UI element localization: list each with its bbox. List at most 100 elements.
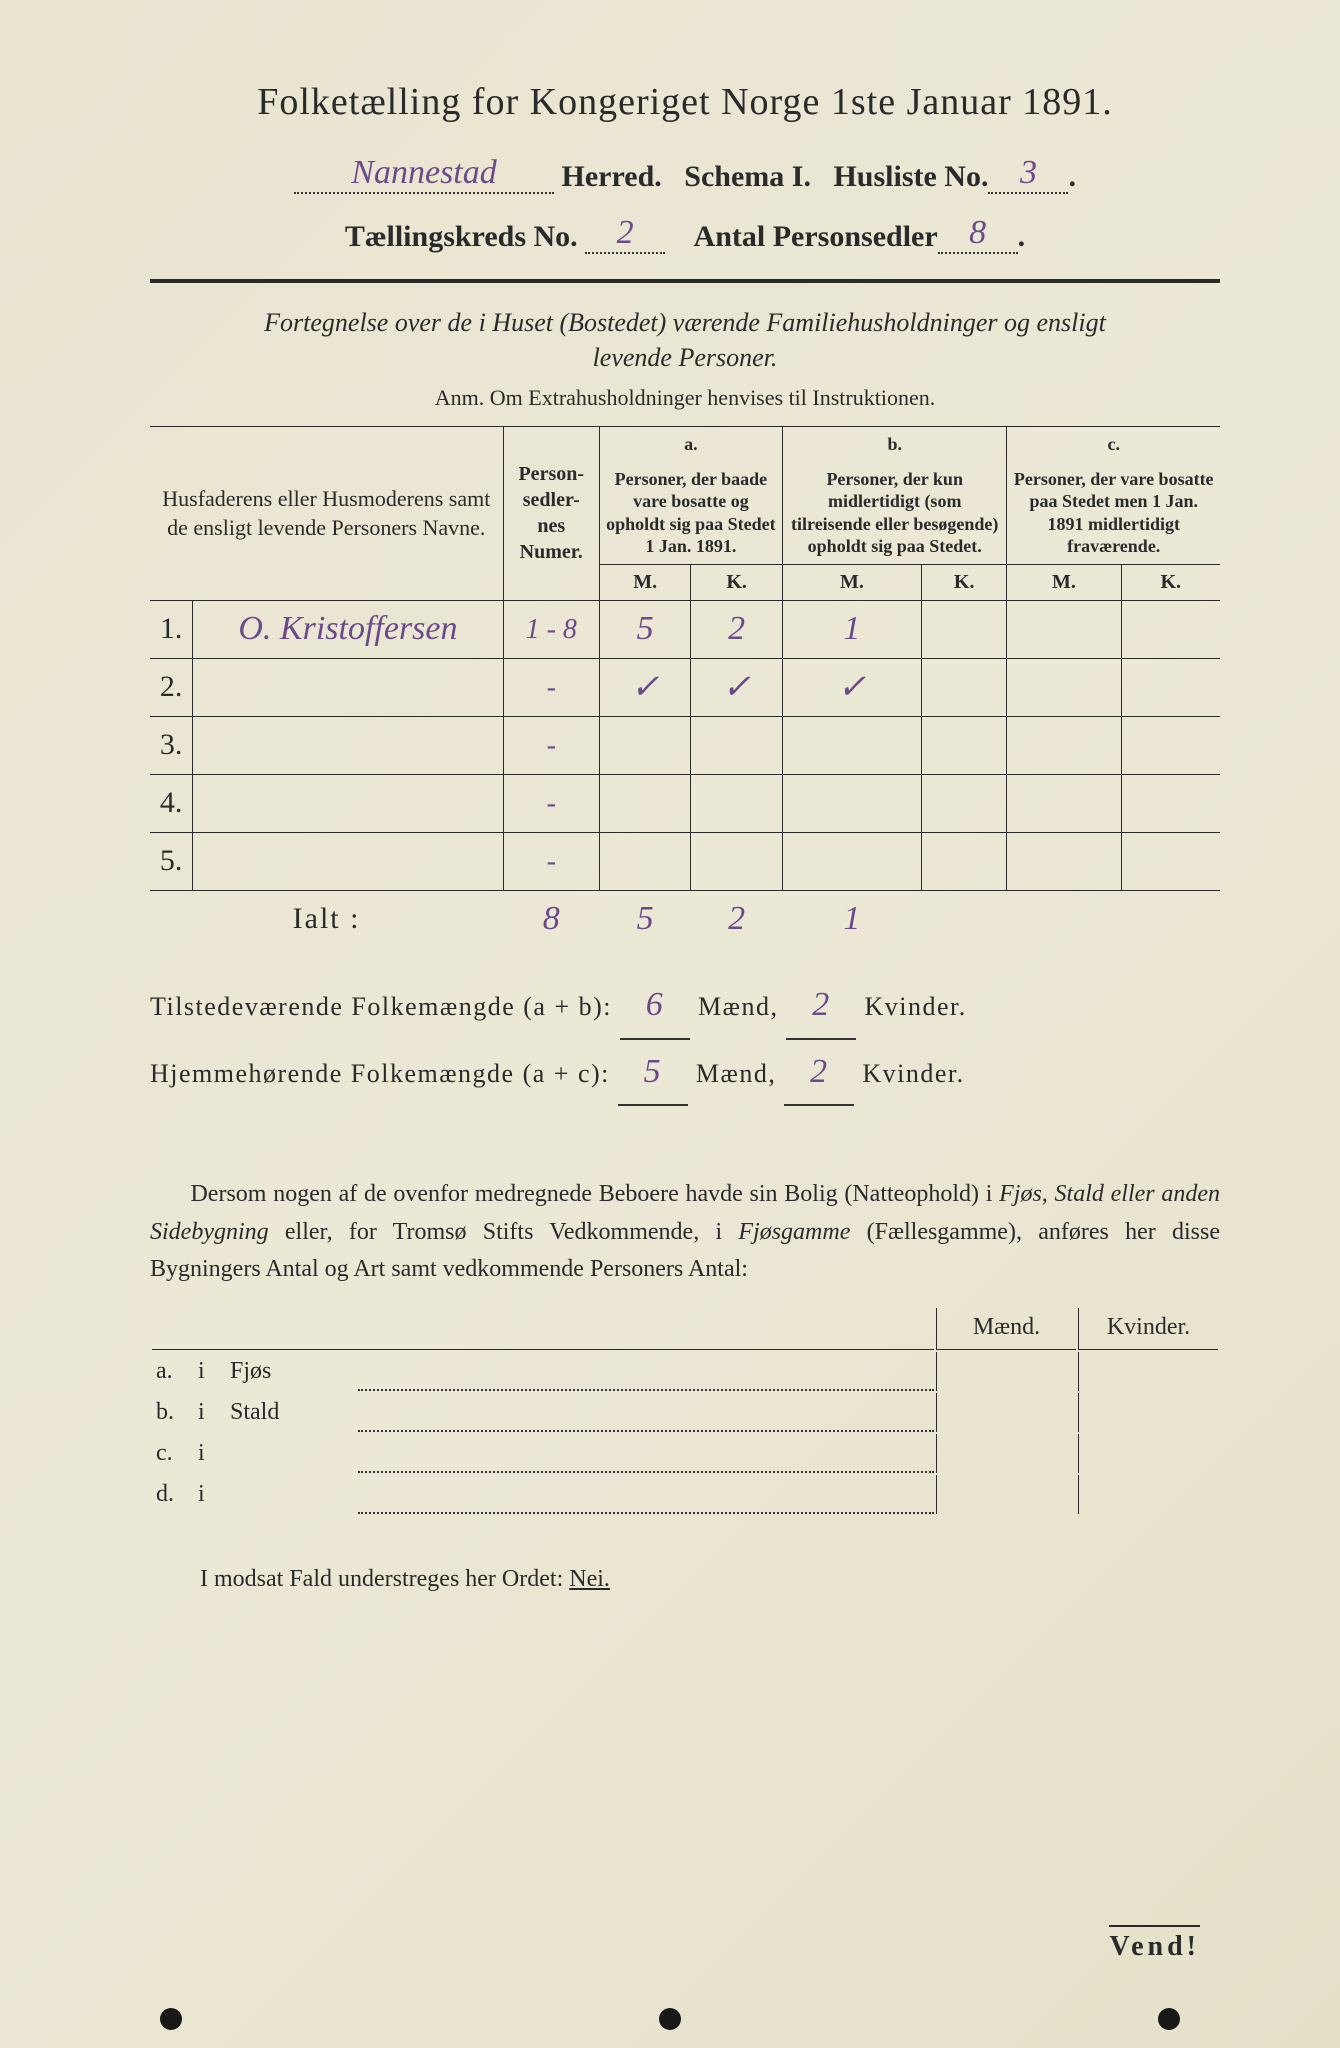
table-row: 3.- <box>150 716 1220 774</box>
side-kvinder-header: Kvinder. <box>1078 1308 1218 1350</box>
side-i: i <box>194 1475 224 1514</box>
side-letter: c. <box>152 1434 192 1473</box>
side-kvinder-cell <box>1078 1352 1218 1391</box>
husliste-value: 3 <box>988 154 1068 194</box>
c-m-cell <box>1007 716 1121 774</box>
a-m-cell: 5 <box>599 600 691 658</box>
col-a-desc: Personer, der baade vare bosatte og opho… <box>599 462 782 565</box>
name-cell <box>193 774 503 832</box>
c-k-cell <box>1121 716 1220 774</box>
tilstede-label: Tilstedeværende Folkemængde (a + b): <box>150 992 612 1021</box>
side-row: c.i <box>152 1434 1218 1473</box>
c-k-cell <box>1121 658 1220 716</box>
col-a-label: a. <box>599 427 782 462</box>
col-header-names: Husfaderens eller Husmoderens samt de en… <box>150 427 503 601</box>
side-maend-cell <box>936 1352 1076 1391</box>
ialt-ak: 2 <box>728 900 745 937</box>
num-cell: - <box>503 832 599 890</box>
row-index: 4. <box>150 774 193 832</box>
hjemme-label: Hjemmehørende Folkemængde (a + c): <box>150 1059 610 1088</box>
col-b-desc: Personer, der kun midlertidigt (som tilr… <box>782 462 1007 565</box>
a-k-cell <box>691 716 783 774</box>
table-row: 1.O. Kristoffersen1 - 8521 <box>150 600 1220 658</box>
side-label: Stald <box>226 1393 356 1432</box>
herred-label: Herred. <box>562 160 662 193</box>
name-cell: O. Kristoffersen <box>193 600 503 658</box>
row-index: 3. <box>150 716 193 774</box>
side-maend-header: Mænd. <box>936 1308 1076 1350</box>
b-k-cell <box>921 832 1007 890</box>
hjemme-row: Hjemmehørende Folkemængde (a + c): 5 Mæn… <box>150 1040 1220 1107</box>
census-form-page: Folketælling for Kongeriget Norge 1ste J… <box>0 0 1340 2048</box>
side-row: a.iFjøs <box>152 1352 1218 1391</box>
c-m-cell <box>1007 658 1121 716</box>
modsat-nei: Nei. <box>569 1566 610 1592</box>
ialt-label: Ialt : <box>150 890 503 948</box>
side-header-row: Mænd. Kvinder. <box>152 1308 1218 1350</box>
ialt-num: 8 <box>543 900 560 937</box>
col-b-k: K. <box>921 564 1007 600</box>
col-b-m: M. <box>782 564 921 600</box>
side-i: i <box>194 1352 224 1391</box>
a-m-cell <box>599 716 691 774</box>
punch-hole-icon <box>1158 2008 1180 2030</box>
table-row: 4. - <box>150 774 1220 832</box>
col-b-label: b. <box>782 427 1007 462</box>
side-dots <box>358 1475 934 1514</box>
side-letter: a. <box>152 1352 192 1391</box>
punch-hole-icon <box>659 2008 681 2030</box>
side-dots <box>358 1352 934 1391</box>
side-kvinder-cell <box>1078 1393 1218 1432</box>
maend-label: Mænd, <box>698 992 778 1021</box>
side-maend-cell <box>936 1475 1076 1514</box>
num-cell: - <box>503 774 599 832</box>
c-m-cell <box>1007 832 1121 890</box>
b-m-cell: ✓ <box>782 658 921 716</box>
a-k-cell: ✓ <box>691 658 783 716</box>
sidebygning-paragraph: Dersom nogen af de ovenfor medregnede Be… <box>150 1176 1220 1288</box>
modsat-text: I modsat Fald understreges her Ordet: <box>200 1566 569 1592</box>
schema-label: Schema I. <box>684 160 811 193</box>
fortegnelse-line1: Fortegnelse over de i Huset (Bostedet) v… <box>264 308 1106 337</box>
row-index: 2. <box>150 658 193 716</box>
side-letter: d. <box>152 1475 192 1514</box>
modsat-line: I modsat Fald understreges her Ordet: Ne… <box>150 1566 1220 1593</box>
ialt-am: 5 <box>637 900 654 937</box>
a-k-cell <box>691 774 783 832</box>
side-i: i <box>194 1393 224 1432</box>
c-m-cell <box>1007 774 1121 832</box>
side-label <box>226 1475 356 1514</box>
name-cell <box>193 716 503 774</box>
name-cell <box>193 658 503 716</box>
c-k-cell <box>1121 774 1220 832</box>
a-m-cell <box>599 774 691 832</box>
fortegnelse-heading: Fortegnelse over de i Huset (Bostedet) v… <box>150 305 1220 375</box>
para-text2: eller, for Tromsø Stifts Vedkommende, i <box>269 1219 739 1245</box>
name-cell <box>193 832 503 890</box>
side-row: b.iStald <box>152 1393 1218 1432</box>
num-cell: - <box>503 658 599 716</box>
sidebygning-table: Mænd. Kvinder. a.iFjøsb.iStaldc.id.i <box>150 1306 1220 1516</box>
hjemme-m: 5 <box>618 1040 688 1107</box>
b-m-cell <box>782 774 921 832</box>
herred-value: Nannestad <box>294 154 554 194</box>
husliste-label: Husliste No. <box>833 160 988 193</box>
row-index: 1. <box>150 600 193 658</box>
side-kvinder-cell <box>1078 1475 1218 1514</box>
c-m-cell <box>1007 600 1121 658</box>
fortegnelse-line2: levende Personer. <box>593 343 778 372</box>
table-row: 5.- <box>150 832 1220 890</box>
punch-hole-icon <box>160 2008 182 2030</box>
a-m-cell: ✓ <box>599 658 691 716</box>
ialt-bm: 1 <box>843 900 860 937</box>
b-k-cell <box>921 716 1007 774</box>
divider <box>150 279 1220 283</box>
col-c-label: c. <box>1007 427 1220 462</box>
b-k-cell <box>921 774 1007 832</box>
main-title: Folketælling for Kongeriget Norge 1ste J… <box>150 80 1220 124</box>
kvinder-label2: Kvinder. <box>862 1059 964 1088</box>
c-k-cell <box>1121 832 1220 890</box>
totals-row: Ialt : 8 5 2 1 <box>150 890 1220 948</box>
col-header-number: Person-sedler-nes Numer. <box>503 427 599 601</box>
side-label <box>226 1434 356 1473</box>
